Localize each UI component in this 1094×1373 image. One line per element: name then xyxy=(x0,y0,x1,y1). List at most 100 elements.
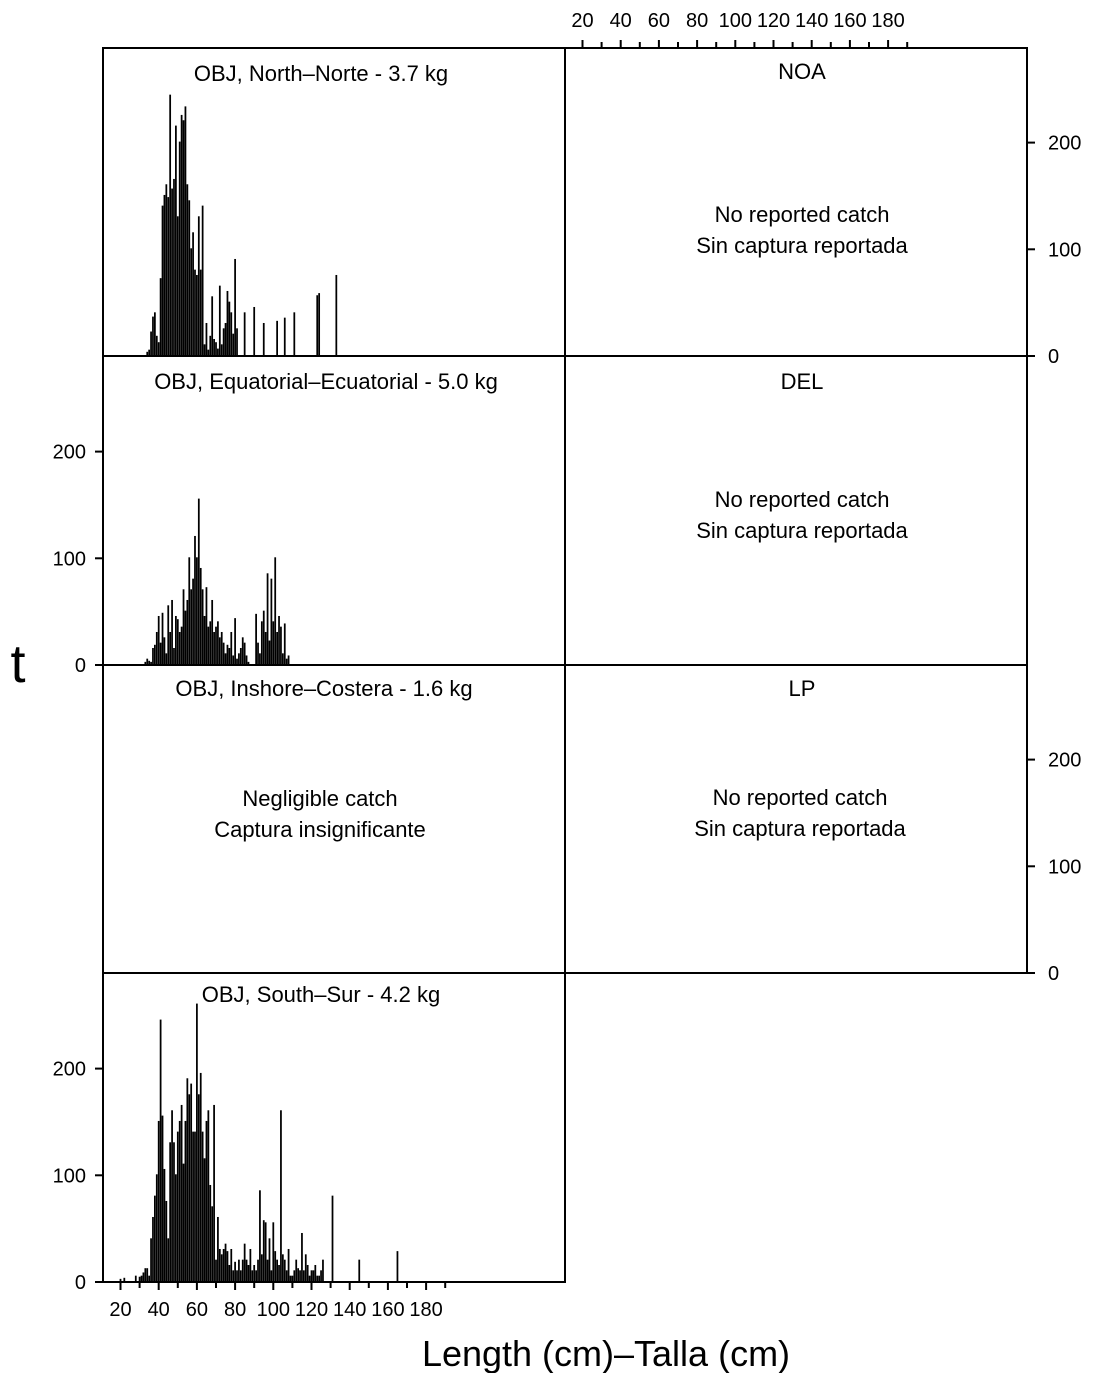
histogram-bar xyxy=(199,1072,202,1281)
panel-title-del: DEL xyxy=(781,369,824,394)
histogram-bar xyxy=(169,631,172,664)
histogram-bar xyxy=(211,296,214,355)
x-tick-label-bottom: 20 xyxy=(109,1299,131,1321)
histogram-bar xyxy=(239,647,242,664)
histogram-bar xyxy=(154,1195,156,1281)
histogram-bar xyxy=(236,658,238,664)
histogram-bar xyxy=(192,1131,194,1281)
histogram-bar xyxy=(322,1259,324,1281)
y-tick-label: 0 xyxy=(1048,963,1059,985)
panel-frame-obj-south xyxy=(102,972,566,1283)
histogram-bar xyxy=(197,1094,200,1281)
histogram-bar xyxy=(175,125,177,355)
histogram-bar xyxy=(144,661,147,664)
y-tick-label: 200 xyxy=(53,1059,86,1081)
histogram-bar xyxy=(199,567,202,664)
bars-obj-equatorial xyxy=(144,498,290,664)
histogram-bar xyxy=(280,626,282,664)
histogram-bar xyxy=(236,328,238,355)
histogram-bar xyxy=(270,578,273,664)
histogram-bar xyxy=(247,661,250,664)
histogram-bar xyxy=(287,655,290,664)
histogram-bar xyxy=(152,1216,154,1281)
histogram-bar xyxy=(180,1104,183,1281)
histogram-bar xyxy=(259,653,261,664)
histogram-bar xyxy=(173,647,175,664)
histogram-bar xyxy=(230,312,233,355)
histogram-bar xyxy=(190,1083,193,1281)
histogram-bar xyxy=(281,653,284,664)
histogram-bar xyxy=(239,1270,242,1281)
histogram-bar xyxy=(186,184,189,355)
y-tick-label: 100 xyxy=(53,1165,86,1187)
histogram-bar xyxy=(306,1264,309,1281)
histogram-bar xyxy=(276,1259,278,1281)
histogram-bar xyxy=(318,293,321,355)
x-tick-label-top: 80 xyxy=(686,10,708,32)
histogram-bar xyxy=(272,1222,275,1281)
histogram-bar xyxy=(230,631,233,664)
histogram-bar xyxy=(266,1259,269,1281)
histogram-bar xyxy=(211,599,214,664)
histogram-bar xyxy=(192,232,194,355)
histogram-bar xyxy=(182,589,185,664)
histogram-bar xyxy=(173,178,175,355)
histogram-bar xyxy=(159,278,162,355)
histogram-bar xyxy=(150,1238,152,1281)
histogram-bar xyxy=(152,316,154,355)
histogram-bar xyxy=(243,312,246,355)
message-del-line2: Sin captura reportada xyxy=(696,518,908,543)
histogram-bar xyxy=(264,631,267,664)
histogram-bar xyxy=(278,615,280,664)
histogram-bar xyxy=(165,1200,168,1281)
histogram-bar xyxy=(197,498,200,664)
histogram-bar xyxy=(234,618,236,664)
histogram-bar xyxy=(217,1216,219,1281)
histogram-bar xyxy=(146,658,149,664)
y-tick-label: 0 xyxy=(75,1272,86,1294)
histogram-bar xyxy=(175,1174,177,1281)
histogram-bar xyxy=(285,1270,288,1281)
histogram-bar xyxy=(178,631,181,664)
histogram-bar xyxy=(213,338,215,355)
histogram-bar xyxy=(243,1243,246,1281)
histogram-bar xyxy=(358,1259,361,1281)
panel-title-noa: NOA xyxy=(778,59,826,84)
histogram-bar xyxy=(268,640,271,664)
histogram-bar xyxy=(226,290,229,355)
x-axis-bottom: 20 40 60 80 100 120 140 160 180 xyxy=(109,1282,447,1321)
histogram-bar xyxy=(152,647,154,664)
x-tick-label-bottom: 120 xyxy=(295,1299,328,1321)
histogram-bar xyxy=(176,1131,179,1281)
x-tick-label-top: 20 xyxy=(571,10,593,32)
histogram-bar xyxy=(224,653,227,664)
histogram-bar xyxy=(215,1259,217,1281)
histogram-bar xyxy=(228,647,231,664)
histogram-bar xyxy=(196,274,198,355)
histogram-bar xyxy=(197,216,200,355)
histogram-bar xyxy=(308,1275,311,1281)
histogram-bar xyxy=(255,613,257,664)
histogram-bar xyxy=(220,631,223,664)
x-tick-label-bottom: 100 xyxy=(257,1299,290,1321)
histogram-bar xyxy=(217,621,219,664)
histogram-bar xyxy=(253,1264,256,1281)
histogram-bar xyxy=(150,331,152,355)
histogram-bar xyxy=(260,621,263,664)
histogram-bar xyxy=(182,1163,185,1281)
histogram-bar xyxy=(201,1131,204,1281)
histogram-bar xyxy=(222,1248,225,1281)
histogram-bar xyxy=(134,1275,137,1281)
histogram-bar xyxy=(295,1259,298,1281)
histogram-bar xyxy=(186,1078,189,1281)
histogram-bar xyxy=(146,1268,149,1281)
histogram-bar xyxy=(167,605,170,664)
histogram-bar xyxy=(314,1264,317,1281)
histogram-bar xyxy=(283,1259,286,1281)
x-tick-label-bottom: 160 xyxy=(371,1299,404,1321)
histogram-bar xyxy=(203,615,206,664)
histogram-bar xyxy=(276,320,278,355)
histogram-bar xyxy=(184,1120,187,1281)
y-axis-left-row4: 0 100 200 xyxy=(53,1059,103,1294)
